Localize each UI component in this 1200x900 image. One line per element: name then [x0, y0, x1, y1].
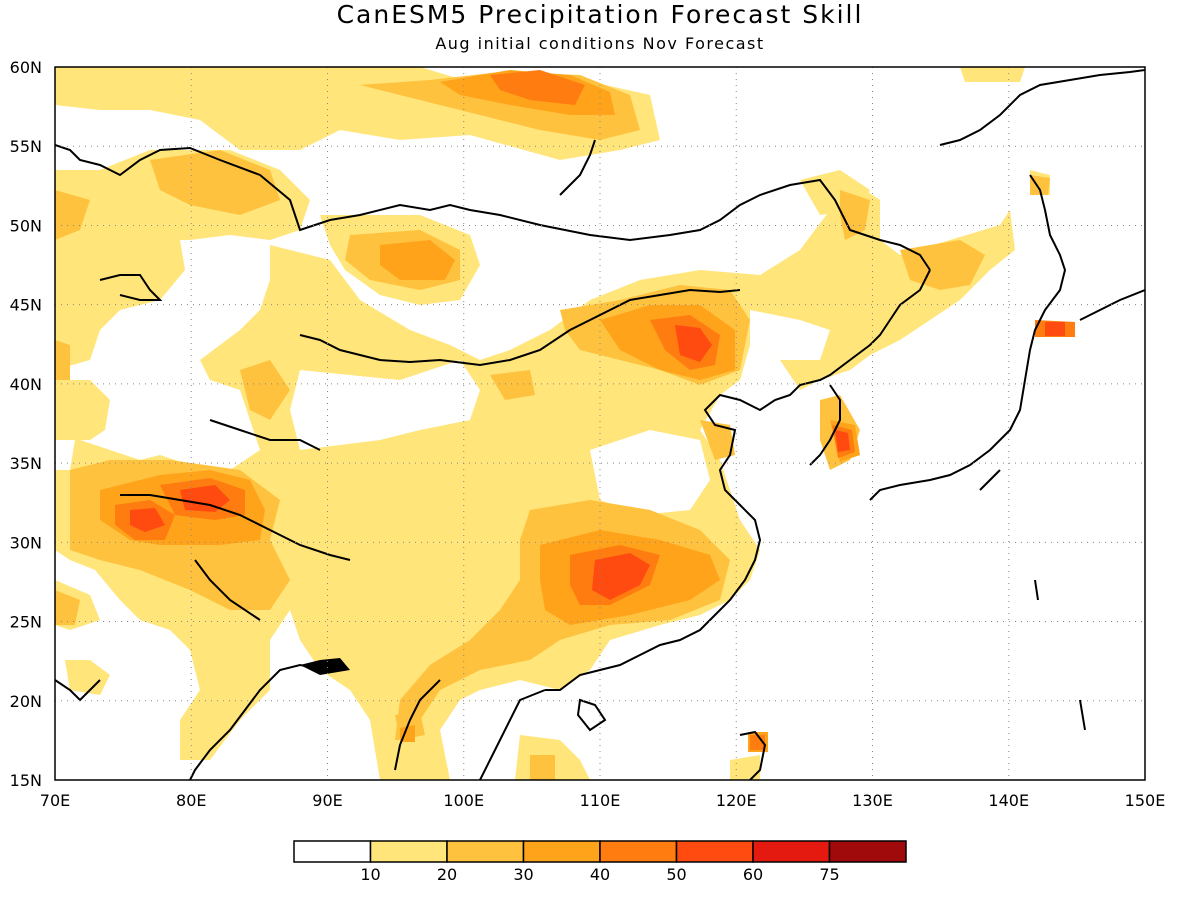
latitude-axis: 60N 55N 50N 45N 40N 35N 30N 25N 20N 15N [10, 58, 42, 790]
lat-tick-label: 25N [10, 613, 42, 632]
colorbar-swatch [369, 840, 448, 863]
lat-tick-label: 55N [10, 137, 42, 156]
longitude-axis: 70E 80E 90E 100E 110E 120E 130E 140E 150E [40, 791, 1166, 810]
lat-tick-label: 50N [10, 216, 42, 235]
colorbar-label: 60 [743, 865, 763, 884]
lon-tick-label: 90E [312, 791, 342, 810]
chart-subtitle: Aug initial conditions Nov Forecast [435, 34, 765, 53]
lon-tick-label: 140E [988, 791, 1029, 810]
lon-tick-label: 120E [716, 791, 757, 810]
lat-tick-label: 60N [10, 58, 42, 77]
colorbar-label: 75 [819, 865, 839, 884]
lon-tick-label: 110E [580, 791, 621, 810]
lon-tick-label: 70E [40, 791, 70, 810]
lon-tick-label: 130E [852, 791, 893, 810]
colorbar-labels: 10 20 30 40 50 60 75 [360, 865, 839, 884]
colorbar-swatch [522, 840, 601, 863]
colorbar-swatch [293, 840, 372, 863]
colorbar-label: 30 [513, 865, 533, 884]
lat-tick-label: 30N [10, 533, 42, 552]
lon-tick-label: 150E [1125, 791, 1166, 810]
lon-tick-label: 100E [443, 791, 484, 810]
coastlines [55, 69, 1145, 780]
colorbar-label: 40 [590, 865, 610, 884]
lat-tick-label: 45N [10, 296, 42, 315]
lat-tick-label: 35N [10, 454, 42, 473]
lat-tick-label: 20N [10, 692, 42, 711]
lat-tick-label: 15N [10, 771, 42, 790]
colorbar-label: 10 [360, 865, 380, 884]
gridlines [55, 67, 1145, 780]
colorbar-swatch [599, 840, 678, 863]
colorbar-label: 20 [437, 865, 457, 884]
lat-tick-label: 40N [10, 375, 42, 394]
skill-shading [55, 67, 1075, 780]
colorbar-swatch [752, 840, 831, 863]
colorbar [293, 840, 907, 863]
colorbar-swatch [675, 840, 754, 863]
bangladesh-coast-fill [300, 658, 350, 675]
colorbar-swatch [828, 840, 907, 863]
chart-title: CanESM5 Precipitation Forecast Skill [336, 0, 864, 29]
colorbar-label: 50 [666, 865, 686, 884]
colorbar-swatch [446, 840, 525, 863]
plot-frame [54, 66, 1146, 781]
lon-tick-label: 80E [176, 791, 206, 810]
